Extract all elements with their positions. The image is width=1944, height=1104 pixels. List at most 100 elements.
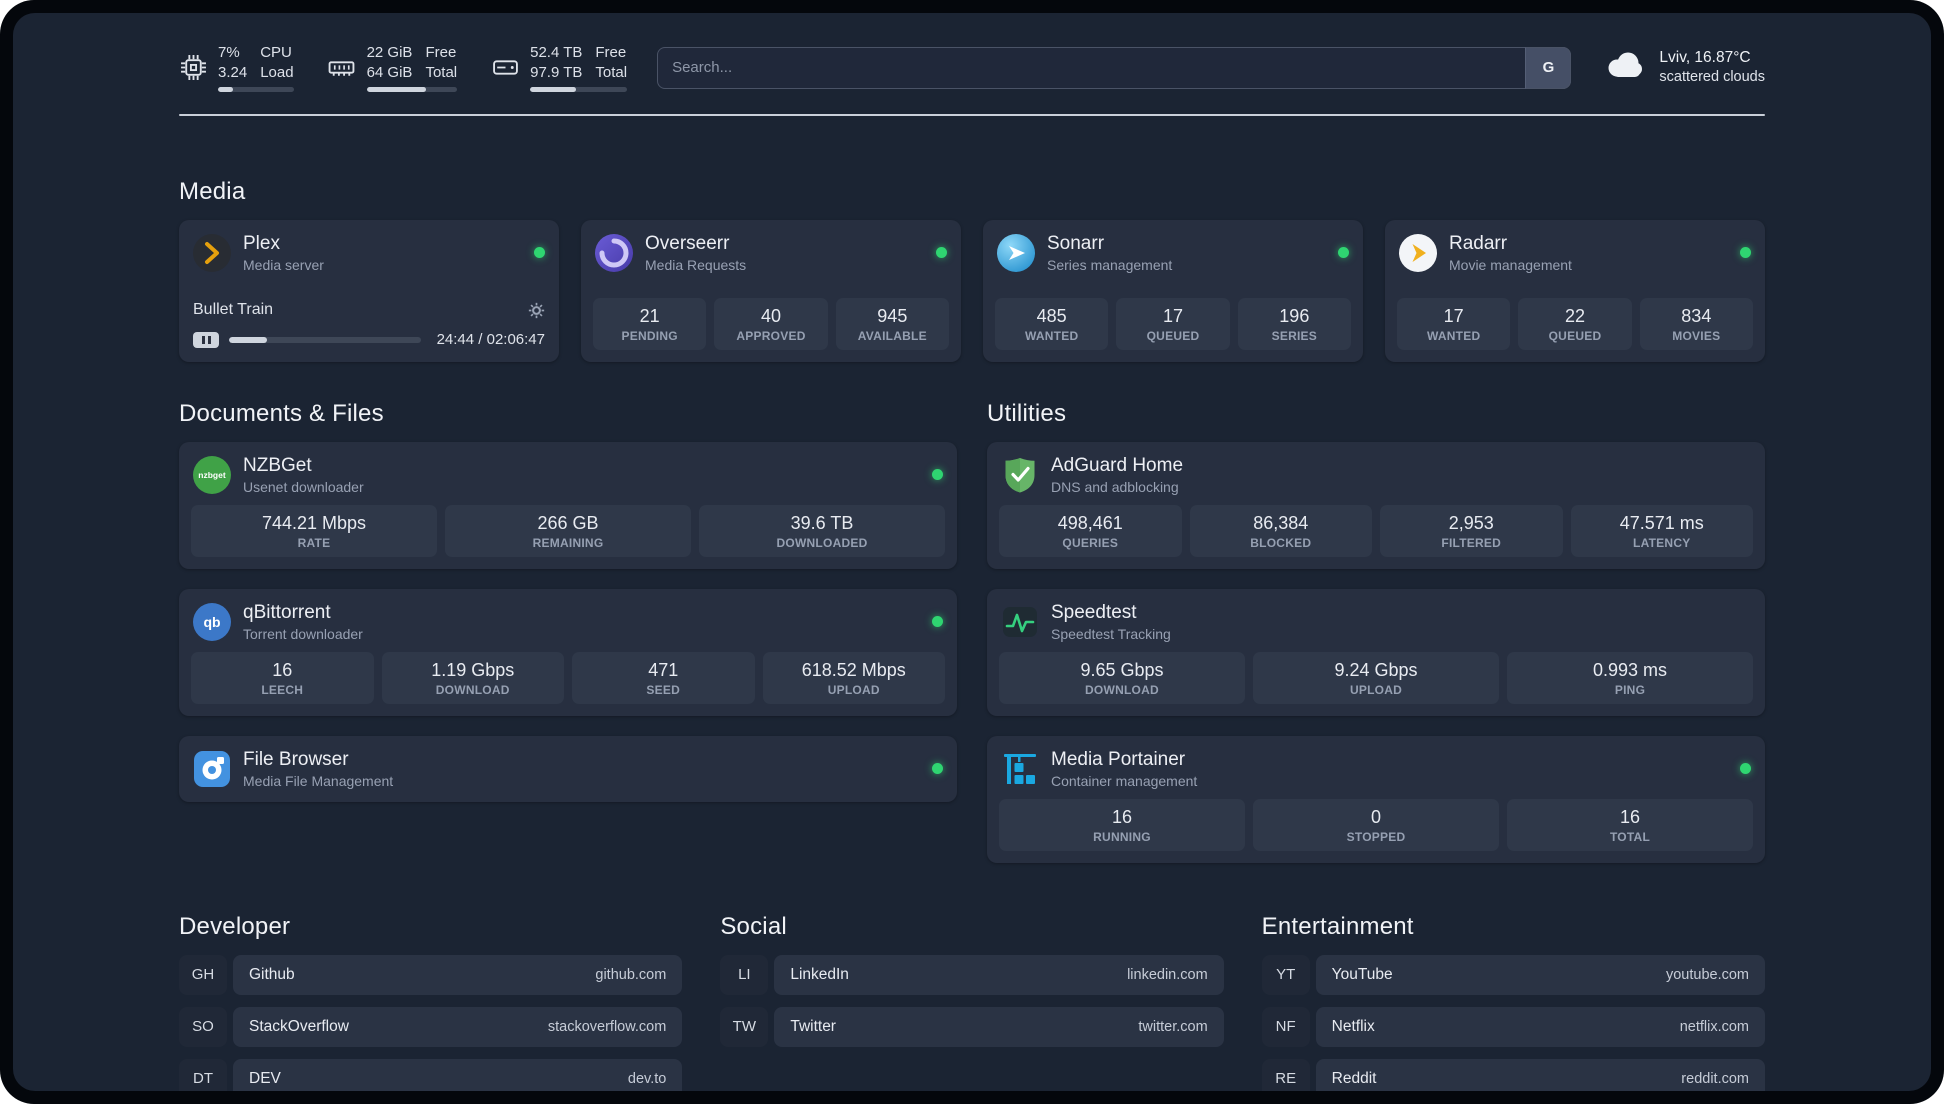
memory-free-value: 22 GiB (366, 44, 413, 61)
bookmark-netflix[interactable]: NF Netflix netflix.com (1261, 1006, 1765, 1047)
section-title-utilities: Utilities (987, 400, 1067, 427)
bookmark-group-developer: Developer GH Github github.com SO StackOv… (179, 913, 683, 1091)
resource-monitors: 7% 3.24 CPU Load (179, 43, 628, 92)
adguard-icon (1001, 456, 1039, 494)
qbittorrent-icon: qb (193, 602, 231, 641)
playback-progress-track (229, 336, 421, 343)
status-dot (1338, 247, 1349, 259)
disk-resource-widget: 52.4 TB 97.9 TB Free Total (491, 43, 628, 92)
bookmark-github[interactable]: GH Github github.com (179, 954, 683, 995)
section-utilities: Utilities AdGuard Home DNS and adblockin… (987, 400, 1765, 863)
search-bar: G (657, 46, 1572, 89)
service-card-qbittorrent[interactable]: qb qBittorrent Torrent downloader 16 LEEC… (179, 588, 957, 716)
radarr-icon (1399, 233, 1437, 272)
bookmark-twitter[interactable]: TW Twitter twitter.com (720, 1006, 1224, 1047)
stat-approved: 40 APPROVED (714, 298, 828, 350)
service-description: Movie management (1449, 256, 1572, 273)
bookmark-dev[interactable]: DT DEV dev.to (179, 1058, 683, 1091)
speedtest-icon (1001, 603, 1039, 641)
bookmark-reddit[interactable]: RE Reddit reddit.com (1261, 1058, 1765, 1091)
portainer-icon (1001, 750, 1039, 788)
service-description: Usenet downloader (243, 478, 364, 495)
weather-location: Lviv, 16.87°C (1659, 49, 1751, 66)
bookmark-group-social: Social LI LinkedIn linkedin.com TW Twitte… (720, 913, 1224, 1091)
status-dot (936, 247, 947, 259)
nzbget-icon: nzbget (193, 455, 231, 494)
stat-upload: 618.52 Mbps UPLOAD (762, 651, 945, 704)
service-card-plex[interactable]: Plex Media server Bullet Train (179, 220, 559, 362)
bookmark-group-entertainment: Entertainment YT YouTube youtube.com NF N… (1261, 913, 1765, 1091)
bookmark-name: StackOverflow (249, 1017, 349, 1035)
stat-download: 1.19 Gbps DOWNLOAD (381, 651, 564, 704)
bookmark-abbr: TW (720, 1006, 769, 1047)
status-dot (1740, 247, 1751, 259)
service-card-overseerr[interactable]: Overseerr Media Requests 21 PENDING 40 APP… (581, 220, 961, 362)
bookmark-name: LinkedIn (790, 965, 849, 983)
weather-widget: Lviv, 16.87°C scattered clouds (1601, 48, 1765, 87)
bookmark-abbr: SO (179, 1006, 227, 1047)
search-input[interactable] (657, 46, 1572, 89)
service-card-filebrowser[interactable]: File Browser Media File Management (179, 735, 957, 802)
cpu-resource-widget: 7% 3.24 CPU Load (179, 43, 294, 92)
stat-wanted: 485 WANTED (995, 298, 1109, 350)
service-name: Plex (243, 233, 280, 254)
stat-rate: 744.21 Mbps RATE (191, 504, 437, 557)
service-card-sonarr[interactable]: Sonarr Series management 485 WANTED 17 QUE… (983, 220, 1363, 362)
service-description: Media File Management (243, 772, 394, 789)
bookmark-linkedin[interactable]: LI LinkedIn linkedin.com (720, 954, 1224, 995)
plex-now-playing: Bullet Train 24:44 / 02:06:47 (179, 299, 559, 362)
status-dot (534, 247, 545, 259)
service-name: Sonarr (1047, 233, 1105, 254)
stat-remaining: 266 GB REMAINING (445, 504, 691, 557)
bookmark-url: stackoverflow.com (547, 1018, 667, 1035)
service-card-adguard[interactable]: AdGuard Home DNS and adblocking 498,461 Q… (987, 442, 1765, 569)
bookmark-name: YouTube (1331, 965, 1393, 983)
bookmark-name: Reddit (1331, 1069, 1377, 1087)
pause-button[interactable] (193, 331, 219, 348)
topbar: 7% 3.24 CPU Load (179, 43, 1765, 92)
stat-upload: 9.24 Gbps UPLOAD (1253, 651, 1499, 704)
service-description: Container management (1051, 772, 1198, 789)
memory-resource-widget: 22 GiB 64 GiB Free Total (328, 43, 458, 92)
bookmark-name: DEV (249, 1069, 281, 1087)
stat-leech: 16 LEECH (191, 651, 374, 704)
search-provider-button[interactable]: G (1525, 46, 1572, 89)
service-name: NZBGet (243, 455, 312, 476)
bookmark-name: Netflix (1331, 1017, 1375, 1035)
bookmark-name: Twitter (790, 1017, 836, 1035)
svg-text:nzbget: nzbget (198, 470, 226, 480)
service-name: Overseerr (645, 233, 730, 254)
stat-movies: 834 MOVIES (1639, 298, 1753, 350)
service-name: File Browser (243, 748, 349, 770)
service-card-nzbget[interactable]: nzbget NZBGet Usenet downloader 744.21 M… (179, 442, 957, 569)
service-name: qBittorrent (243, 601, 331, 623)
service-name: Radarr (1449, 233, 1508, 254)
stat-running: 16 RUNNING (999, 798, 1245, 851)
memory-total-label: Total (425, 63, 458, 81)
plex-icon (193, 233, 231, 272)
bookmark-youtube[interactable]: YT YouTube youtube.com (1261, 954, 1765, 995)
service-description: Media server (243, 256, 324, 273)
section-title-media: Media (179, 178, 246, 205)
bookmark-url: youtube.com (1665, 966, 1749, 983)
bookmark-abbr: RE (1261, 1058, 1310, 1091)
memory-icon (328, 49, 356, 87)
disk-total-label: Total (595, 63, 628, 81)
service-card-speedtest[interactable]: Speedtest Speedtest Tracking 9.65 Gbps DO… (987, 588, 1765, 716)
service-card-radarr[interactable]: Radarr Movie management 17 WANTED 22 QUEUE… (1385, 220, 1765, 362)
disk-progress-bar (530, 87, 628, 92)
bookmark-abbr: GH (179, 954, 227, 995)
bookmark-abbr: DT (179, 1058, 227, 1091)
stat-total: 16 TOTAL (1507, 798, 1753, 851)
gear-icon[interactable] (528, 302, 545, 319)
service-description: DNS and adblocking (1051, 478, 1179, 495)
stat-seed: 471 SEED (572, 651, 755, 704)
bookmark-stackoverflow[interactable]: SO StackOverflow stackoverflow.com (179, 1006, 683, 1047)
service-card-portainer[interactable]: Media Portainer Container management 16 R… (987, 735, 1765, 863)
cpu-load-value: 3.24 (218, 63, 248, 81)
stat-filtered: 2,953 FILTERED (1380, 504, 1563, 557)
bookmark-url: dev.to (627, 1070, 667, 1087)
cpu-percent: 7% (218, 44, 240, 61)
